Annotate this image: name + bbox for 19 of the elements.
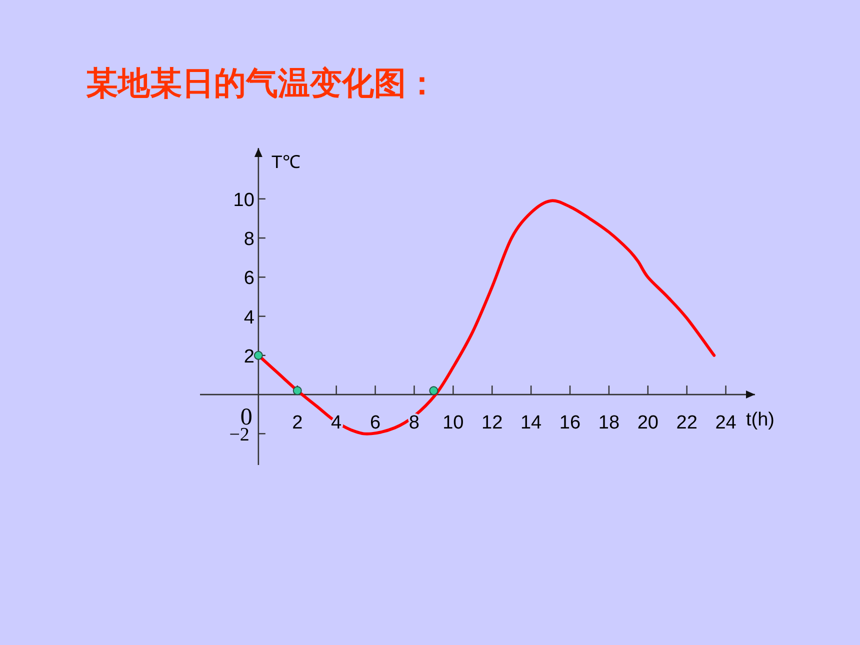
y-tick-label: 10 <box>233 190 254 211</box>
x-tick-label: 2 <box>292 412 303 434</box>
x-tick-label: 18 <box>598 412 620 434</box>
y-tick-label: 6 <box>244 268 254 290</box>
y-tick-label: 4 <box>244 307 255 328</box>
x-tick-label: 10 <box>442 412 464 434</box>
chart-title: 某地某日的气温变化图： <box>86 65 438 101</box>
x-tick-label: 14 <box>520 412 542 434</box>
y-tick-label: 8 <box>244 229 254 250</box>
y-axis-title: T℃ <box>271 152 300 172</box>
x-axis-title: t(h) <box>746 410 774 431</box>
x-tick-label: 20 <box>637 412 658 434</box>
x-tick-label: 8 <box>408 412 420 434</box>
x-tick-label: 22 <box>676 412 698 434</box>
x-tick-label: 16 <box>559 412 581 434</box>
y-tick-label: 2 <box>244 346 254 368</box>
x-tick-label: 6 <box>370 412 381 434</box>
x-tick-label: 24 <box>715 412 737 434</box>
x-tick-label: 12 <box>482 412 503 434</box>
